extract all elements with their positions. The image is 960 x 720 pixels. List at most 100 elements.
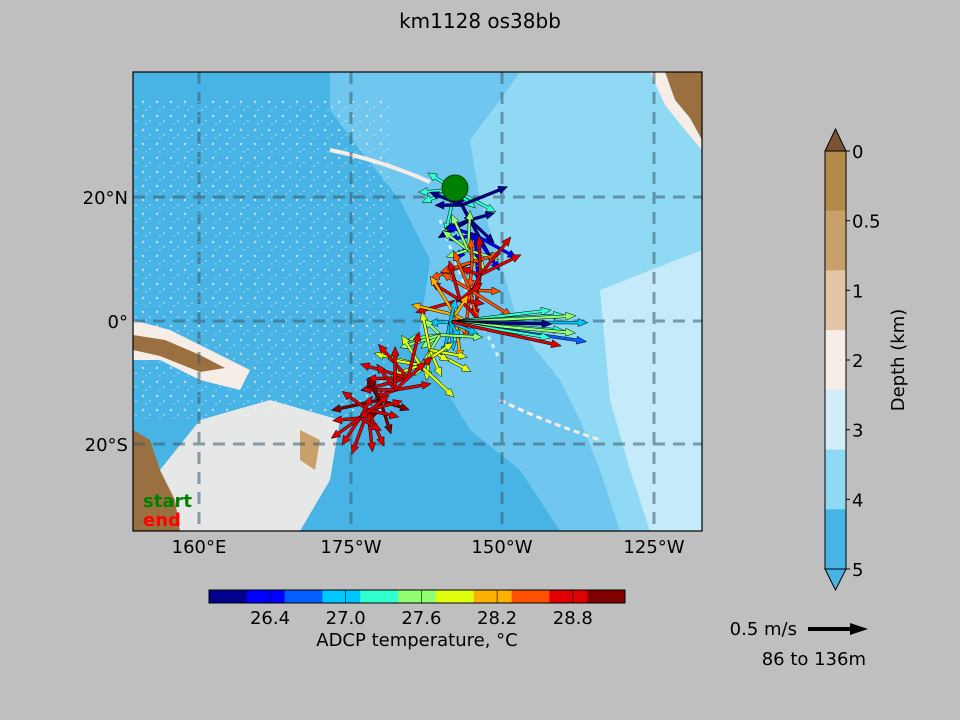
y-tick-label: 0° [108,312,128,333]
temperature-colorbar-ticks: 26.4 27.0 27.6 28.2 28.8 [250,590,593,629]
current-vector [475,235,484,276]
temperature-band [209,590,248,603]
x-tick-label: 125°W [623,537,684,558]
island-speckle [133,100,393,420]
depth-tick-label: 1 [852,281,863,302]
temperature-band [284,590,323,603]
scale-depth-range: 86 to 136m [762,649,866,670]
current-vector [441,230,470,252]
temperature-band [322,590,361,603]
temperature-band [435,590,475,603]
current-vector [419,311,432,351]
current-vector [358,395,373,420]
line-islands [438,219,502,361]
current-vector [401,334,422,367]
temperature-colorbar: 26.4 27.0 27.6 28.2 28.8 ADCP temperature, °… [208,589,626,651]
hawaiian-chain [329,148,431,184]
depth-band [825,210,846,271]
depth-colorbar: 0 0.5 1 2 3 4 5 Depth (km) [824,127,909,592]
depth-colorbar-bands [825,151,846,570]
current-vector [453,250,472,291]
depth-band [825,270,846,331]
current-vector [451,319,553,329]
current-vector [430,275,457,317]
current-vectors [330,172,589,455]
current-vector [468,218,495,244]
current-vector [330,416,362,439]
current-vector [461,186,509,207]
depth-tick-label: 3 [852,421,863,442]
current-vector [358,394,390,420]
temperature-tick-label: 28.8 [553,608,593,629]
current-vector [473,233,518,259]
current-vector [390,345,400,391]
depth-colorbar-label: Depth (km) [888,309,909,412]
scale-arrow-head [850,623,868,635]
depth-colorbar-extend-top [824,127,847,152]
map-panel [133,72,702,531]
current-vector [410,302,456,317]
current-vector [393,361,427,392]
scale-arrow-label: 0.5 m/s [730,619,797,640]
x-tick-label: 160°E [172,537,227,558]
depth-tick-label: 5 [852,560,863,581]
current-vector [406,331,422,379]
depth-colorbar-extend-bottom [824,568,847,592]
current-vector [368,376,382,401]
depth-tick-label: 0 [852,142,863,163]
depth-band [825,449,846,510]
temperature-band [473,590,513,603]
current-vector [418,363,455,398]
temperature-band [587,590,626,603]
current-vector [448,298,458,323]
current-vector [439,332,484,342]
current-vector [453,294,469,317]
temperature-band [511,590,550,603]
coast-southwest [160,400,340,531]
current-vector [434,200,463,210]
temperature-colorbar-frame [208,589,626,604]
current-vector [358,416,382,431]
south-pacific-islands [499,398,601,442]
depth-tick-label: 2 [852,351,863,372]
current-vector [451,320,552,341]
temperature-band [549,590,588,603]
temperature-tick-label: 27.6 [401,608,441,629]
temperature-band [398,590,437,603]
map-frame [132,71,703,532]
land-newguinea [133,335,225,372]
start-marker [441,174,469,202]
temperature-band [360,590,399,603]
depth-band [825,151,846,212]
current-vector [366,409,376,453]
current-vector [466,237,476,263]
current-vector [458,282,483,302]
current-vector [378,399,393,435]
temperature-colorbar-label: ADCP temperature, °C [316,630,517,651]
x-axis-ticks: 160°E 175°W 150°W 125°W [172,537,685,558]
depth-band [825,509,846,570]
current-vector [478,236,512,277]
land-nz [300,430,320,470]
depth-tick-label: 0.5 [852,212,881,233]
grid-lines [133,72,702,531]
current-vector [427,318,451,327]
temperature-tick-label: 28.2 [477,608,517,629]
temperature-colorbar-bands [209,590,626,603]
coast-northeast [650,72,702,150]
current-vector [451,320,563,348]
land-west [133,430,180,531]
x-tick-label: 175°W [320,537,381,558]
y-tick-label: 20°S [85,435,128,456]
current-vector [376,363,397,392]
current-vector [451,213,470,251]
y-tick-label: 20°N [83,188,128,209]
temperature-band [246,590,286,603]
depth-band [825,389,846,451]
current-vector [451,320,577,337]
end-label: end [143,510,181,531]
current-vector [459,267,481,277]
scale-arrow-key: 0.5 m/s 86 to 136m [730,619,868,670]
current-vector [468,288,513,317]
